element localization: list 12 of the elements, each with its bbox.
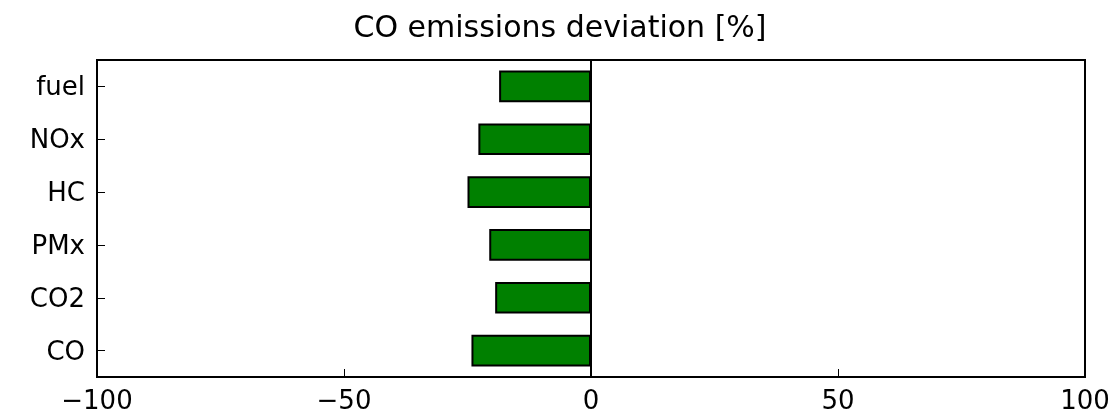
chart-title: CO emissions deviation [%]: [353, 8, 767, 44]
y-tick-label: HC: [47, 177, 85, 208]
y-tick-label: CO: [46, 335, 85, 366]
y-tick-label: PMx: [31, 229, 85, 260]
x-tick-label: 0: [582, 385, 600, 415]
x-tick-label: −50: [316, 385, 372, 415]
x-tick-label: 100: [1060, 385, 1110, 415]
y-tick-label: fuel: [36, 71, 85, 102]
y-tick-label: NOx: [29, 124, 85, 155]
x-tick-label: −100: [61, 385, 133, 415]
x-tick-label: 50: [821, 385, 855, 415]
y-tick-label: CO2: [29, 282, 85, 313]
